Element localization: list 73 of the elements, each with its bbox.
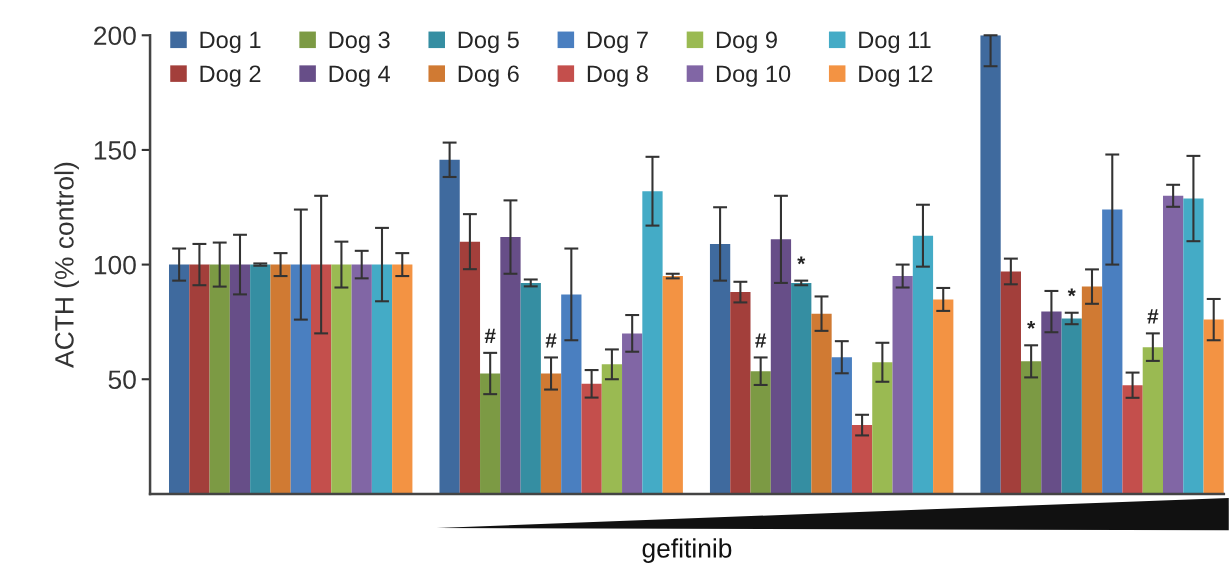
bar: [1203, 319, 1224, 494]
bar: [209, 264, 230, 494]
bar: [561, 294, 582, 494]
bar: [250, 264, 271, 494]
bar: [1061, 318, 1082, 494]
legend-label: Dog 3: [329, 31, 390, 53]
bar: [601, 364, 623, 494]
bar: [270, 264, 291, 494]
bar: [310, 264, 332, 494]
x-axis-title: gefitinib: [642, 538, 732, 563]
bar: [520, 282, 541, 494]
bar: [1102, 209, 1123, 494]
legend-label: Dog 12: [859, 65, 933, 87]
data-label: *: [1027, 321, 1036, 329]
legend-label: Dog 9: [716, 31, 777, 53]
bar: [581, 383, 602, 494]
bar: [791, 282, 812, 494]
legend-label: Dog 6: [458, 65, 519, 87]
bar: [642, 191, 663, 494]
bar: [168, 264, 190, 494]
legend-label: Dog 7: [587, 31, 648, 53]
bar: [229, 264, 251, 494]
bar: [351, 264, 372, 494]
y-tick-label: 150: [94, 141, 136, 160]
bar: [831, 357, 852, 494]
bar: [622, 333, 643, 494]
y-tick-label: 50: [108, 370, 136, 390]
bar: [371, 264, 393, 494]
bar: [1041, 311, 1062, 494]
bar: [770, 239, 792, 494]
bar: [1081, 286, 1103, 494]
y-axis-title: ACTH (% control): [54, 162, 79, 368]
bar: [730, 292, 751, 494]
bar: [1000, 271, 1021, 494]
legend-label: Dog 1: [200, 31, 261, 53]
bar: [290, 264, 311, 494]
bar: [1183, 198, 1204, 494]
bar: [540, 373, 562, 494]
bar: [1142, 347, 1163, 494]
legend-label: Dog 2: [200, 65, 261, 87]
bar: [1162, 195, 1184, 494]
legend-label: Dog 5: [458, 31, 519, 53]
bar: [980, 35, 1001, 494]
bar: [500, 237, 521, 494]
bar: [1020, 361, 1042, 494]
legend-label: Dog 4: [329, 65, 390, 87]
bar: [709, 243, 731, 494]
bar: [872, 362, 893, 494]
legend-label: Dog 11: [859, 31, 931, 53]
legend-label: Dog 10: [716, 65, 791, 87]
y-tick-label: 200: [94, 26, 136, 46]
data-label: #: [545, 333, 557, 348]
bar: [892, 276, 913, 494]
data-label: #: [484, 328, 496, 343]
bar: [1122, 385, 1143, 494]
y-tick-label: 100: [94, 255, 136, 275]
bar: [750, 371, 771, 494]
bar: [480, 373, 501, 494]
bar: [392, 264, 413, 494]
bar: [662, 276, 683, 494]
bar: [912, 235, 934, 494]
data-label: *: [1067, 288, 1076, 297]
bar: [189, 264, 210, 494]
bar: [851, 425, 873, 494]
bar: [331, 264, 352, 494]
bar: [459, 241, 481, 494]
data-label: *: [797, 256, 806, 265]
bar: [811, 313, 832, 494]
legend-label: Dog 8: [587, 65, 648, 87]
bar: [933, 299, 954, 494]
bar: [439, 159, 460, 494]
data-label: #: [755, 333, 767, 348]
data-label: #: [1147, 309, 1159, 324]
